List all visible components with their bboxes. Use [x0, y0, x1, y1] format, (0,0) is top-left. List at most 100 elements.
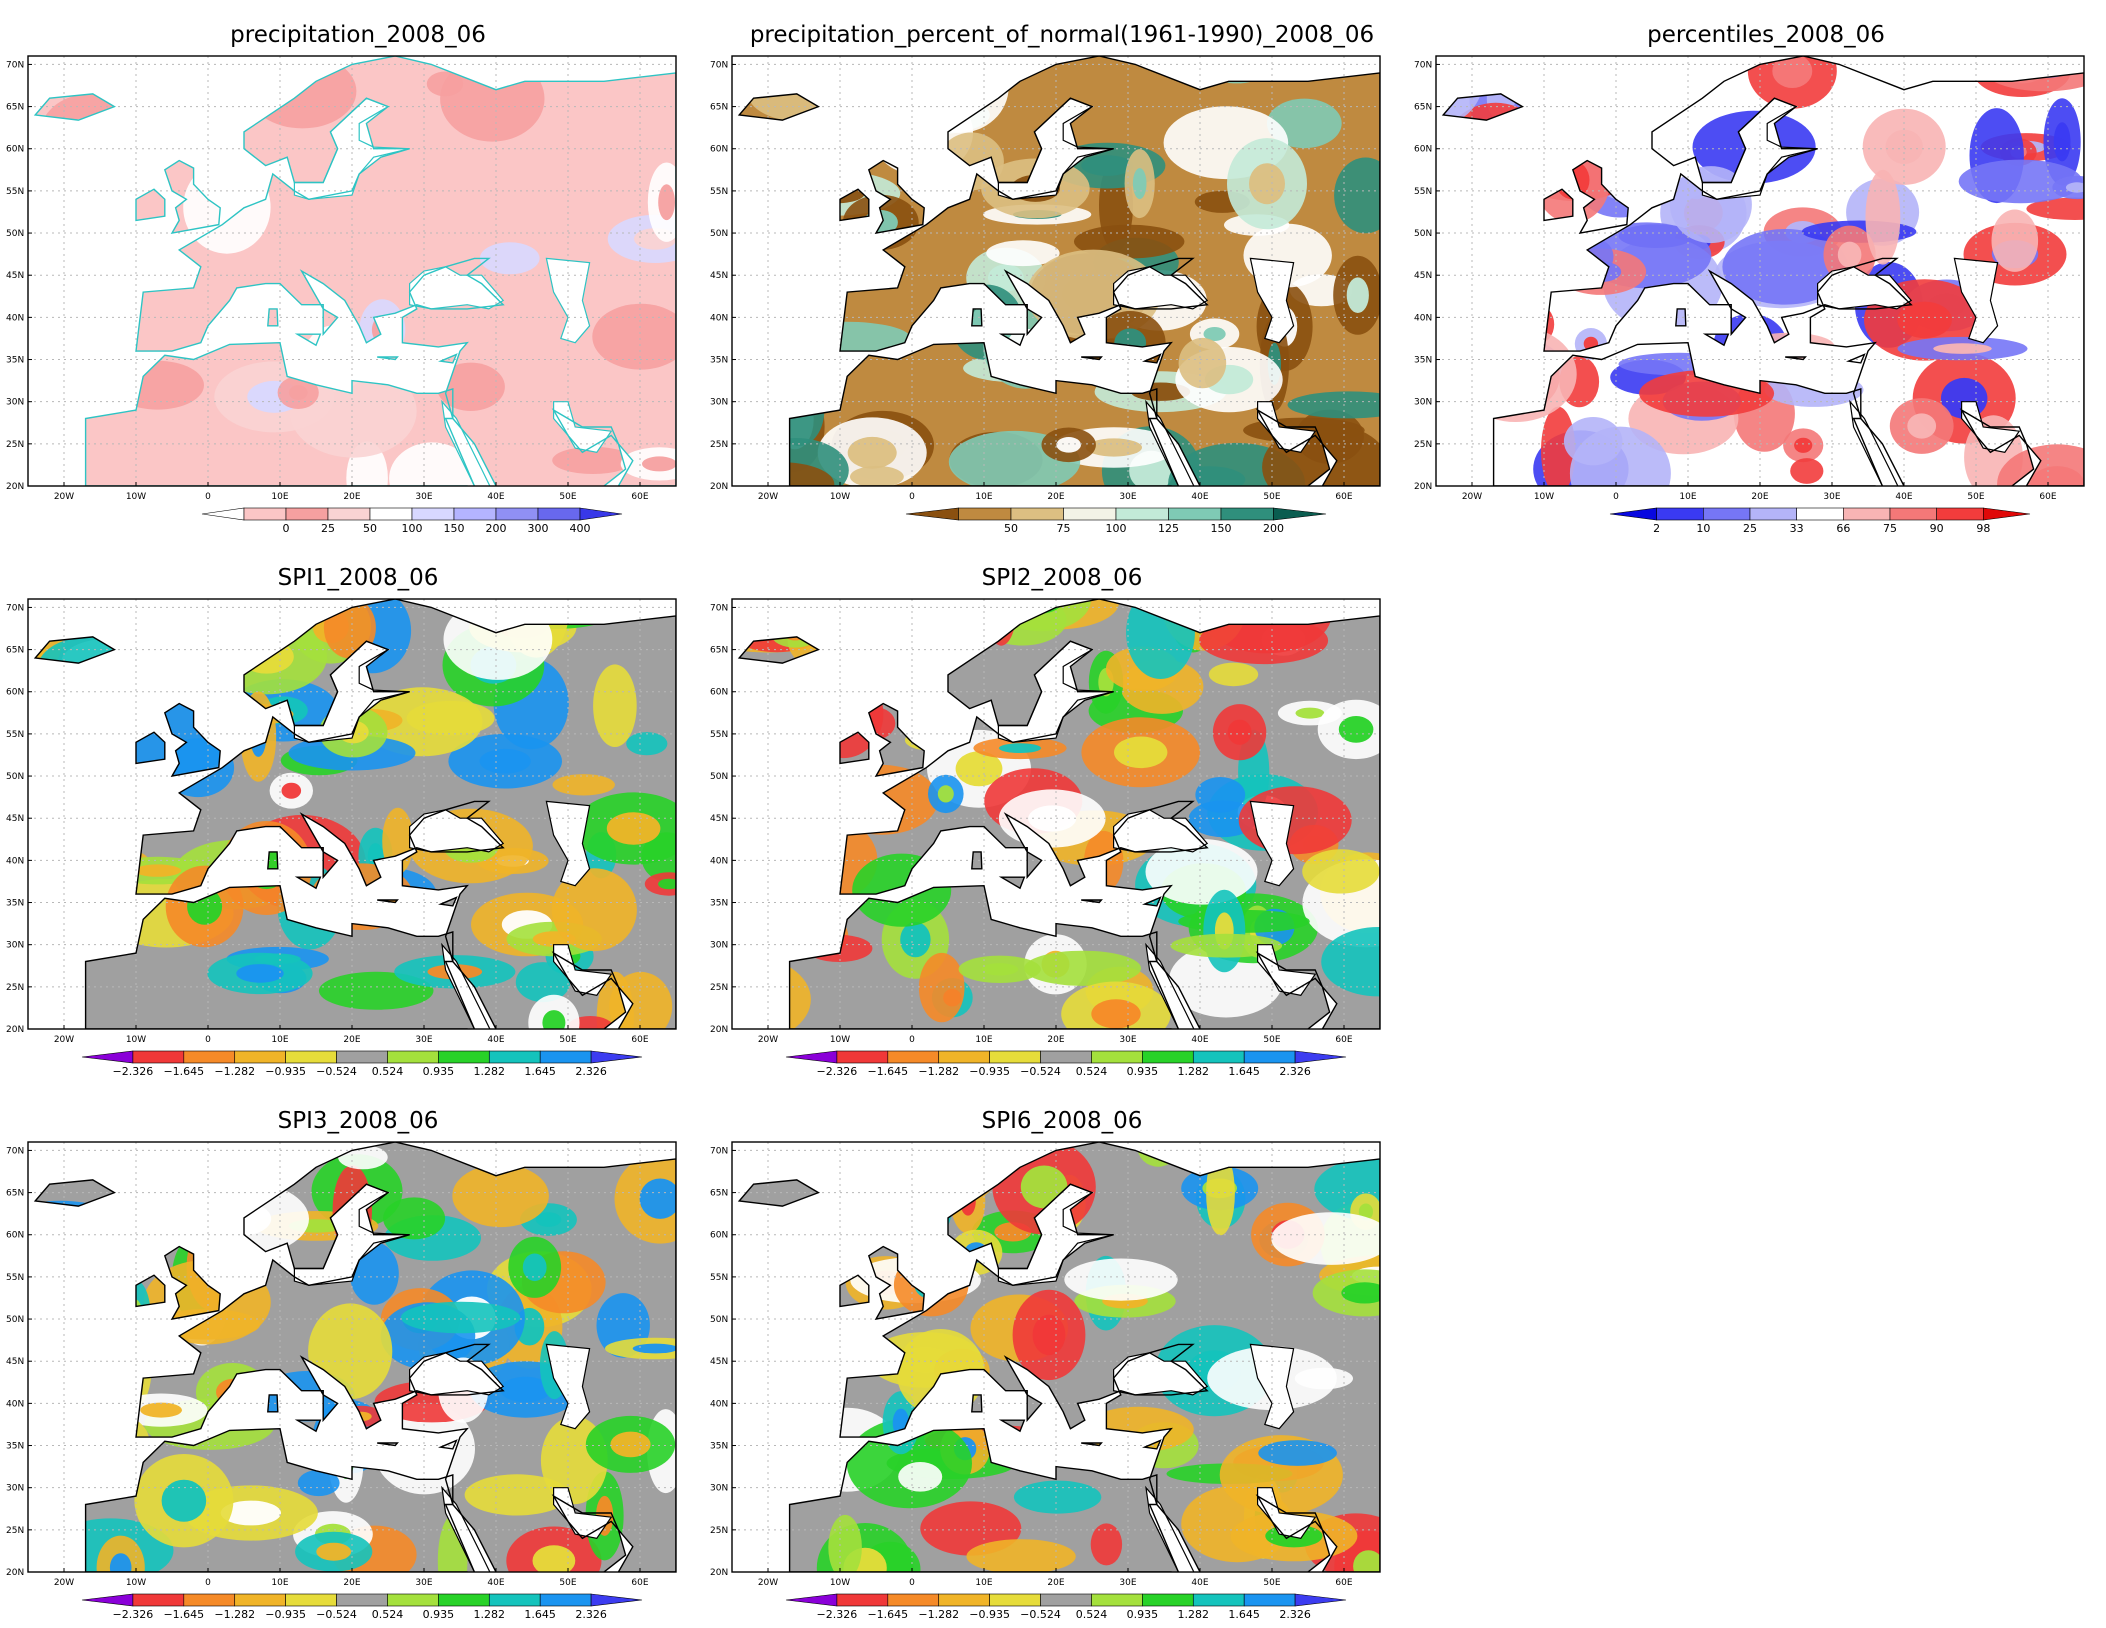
- sea: [442, 1487, 490, 1572]
- colorbar-segment: [488, 1593, 541, 1607]
- lat-tick-label: 55N: [1414, 187, 1432, 197]
- lon-tick-label: 20W: [758, 492, 778, 502]
- colorbar-arrow-low: [81, 1593, 134, 1607]
- colorbar-segment: [1243, 1593, 1296, 1607]
- colorbar-arrow-low: [81, 1050, 134, 1064]
- field-blob: [918, 952, 965, 1023]
- sea: [1257, 1487, 1316, 1539]
- field-blob: [1199, 616, 1329, 665]
- sea: [1146, 1487, 1194, 1572]
- sea: [409, 266, 504, 309]
- field-blob: [1170, 933, 1283, 958]
- lon-tick-label: 10W: [126, 1578, 146, 1588]
- colorbar-segment: [1192, 1593, 1245, 1607]
- field-blob-core: [316, 1542, 352, 1561]
- coastline: [135, 599, 676, 1029]
- colorbar-segment: [1142, 1593, 1194, 1607]
- field-blob-core: [1114, 736, 1168, 769]
- field-blob-core: [632, 1343, 676, 1354]
- lon-tick-label: 40E: [487, 1578, 504, 1588]
- sea: [442, 401, 490, 486]
- lon-tick-label: 10W: [126, 1035, 146, 1045]
- coastline: [998, 876, 1026, 890]
- lon-tick-label: 10E: [975, 1578, 992, 1588]
- colorbar: −2.326 −1.645 −1.282 −0.935 −0.524 0.524 0.935…: [785, 1050, 1347, 1078]
- field-blob: [626, 732, 668, 756]
- field-blob-core: [236, 964, 284, 983]
- coastline: [409, 266, 505, 310]
- lat-tick-label: 30N: [710, 1484, 728, 1494]
- sea: [1961, 401, 2020, 453]
- field-blob: [552, 774, 615, 796]
- colorbar-segment: [1115, 507, 1169, 521]
- lat-tick-label: 30N: [710, 941, 728, 951]
- field-blob-core: [981, 963, 1019, 976]
- field-blob: [966, 1539, 1076, 1572]
- coastline: [1141, 353, 1162, 364]
- colorbar-segment: [183, 1050, 236, 1064]
- colorbar-segment: [336, 1050, 388, 1064]
- coastline: [1817, 266, 1913, 310]
- field-blob-core: [639, 1178, 676, 1219]
- colorbar-label: 75: [1883, 522, 1897, 535]
- sea: [546, 801, 590, 886]
- colorbar: 2 10 25 33 66 75 90 98: [1609, 507, 2031, 535]
- colorbar-segment: [1142, 1050, 1194, 1064]
- lat-tick-label: 45N: [1414, 271, 1432, 281]
- lat-tick-label: 40N: [710, 856, 728, 866]
- colorbar-segment: [411, 507, 455, 521]
- lat-tick-label: 25N: [710, 1526, 728, 1536]
- colorbar-label: 98: [1976, 522, 1990, 535]
- lon-tick-label: 60E: [1335, 1578, 1352, 1588]
- lon-tick-label: 30E: [415, 492, 432, 502]
- coastline: [267, 308, 279, 327]
- colorbar-label: −0.524: [316, 1608, 357, 1621]
- coastline: [437, 353, 458, 364]
- coastline: [545, 800, 591, 887]
- colorbar-arrow-high: [590, 1593, 643, 1607]
- coastline: [1845, 353, 1866, 364]
- field-blob-core: [1249, 163, 1285, 205]
- field-blob-core: [1032, 1314, 1066, 1356]
- field-blob-core: [642, 456, 676, 472]
- colorbar-label: 1.645: [1228, 1065, 1260, 1078]
- colorbar-label: 150: [1211, 522, 1232, 535]
- field-blob: [898, 1462, 943, 1492]
- lon-tick-label: 10E: [975, 492, 992, 502]
- field-blob-core: [900, 921, 931, 958]
- coastline: [553, 1487, 613, 1539]
- lat-tick-label: 70N: [6, 1146, 24, 1156]
- colorbar-segment: [453, 507, 497, 521]
- lon-tick-label: 20W: [54, 492, 74, 502]
- lat-tick-label: 60N: [710, 1231, 728, 1241]
- lat-tick-label: 70N: [1414, 60, 1432, 70]
- lat-tick-label: 35N: [710, 356, 728, 366]
- colorbar-segment: [1843, 507, 1891, 521]
- lat-tick-label: 70N: [6, 603, 24, 613]
- lat-tick-label: 40N: [6, 313, 24, 323]
- colorbar-label: −1.282: [214, 1608, 255, 1621]
- lat-tick-label: 60N: [6, 688, 24, 698]
- lat-tick-label: 40N: [6, 856, 24, 866]
- field-blob-core: [1028, 805, 1077, 832]
- field-blob-core: [847, 436, 897, 469]
- sea: [409, 1352, 504, 1395]
- field-blob-core: [1353, 1550, 1380, 1572]
- map-title: percentiles_2008_06: [1647, 22, 1885, 48]
- colorbar-segment: [539, 1050, 592, 1064]
- colorbar-segment: [1091, 1050, 1143, 1064]
- lat-tick-label: 70N: [710, 60, 728, 70]
- lon-tick-label: 30E: [1119, 492, 1136, 502]
- colorbar-segment: [836, 1050, 889, 1064]
- lon-tick-label: 0: [205, 492, 211, 502]
- colorbar-label: 200: [1263, 522, 1284, 535]
- lon-tick-label: 60E: [2039, 492, 2056, 502]
- field-blob-core: [535, 1212, 562, 1227]
- colorbar-arrow-low: [785, 1593, 838, 1607]
- colorbar-segment: [285, 1593, 337, 1607]
- field-blob-core: [161, 1479, 207, 1522]
- coastline: [1141, 1439, 1162, 1450]
- field-blob: [346, 441, 388, 486]
- lat-tick-label: 30N: [710, 398, 728, 408]
- coastline: [553, 401, 613, 453]
